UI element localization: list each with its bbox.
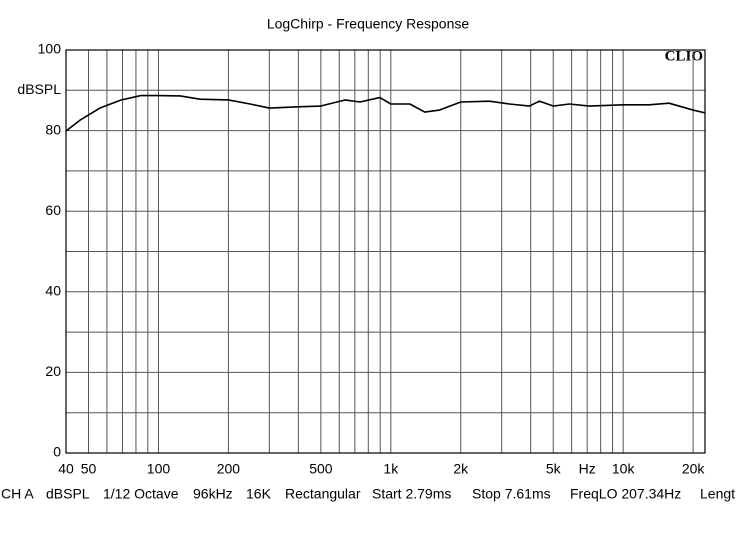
plot-frame [65, 49, 706, 454]
footer-item: Lengt [700, 486, 735, 502]
footer-item: dBSPL [46, 486, 90, 502]
x-tick-label: 500 [309, 461, 333, 477]
footer-item: Stop 7.61ms [472, 486, 551, 502]
footer-item: CH A [1, 486, 34, 502]
footer-item: 1/12 Octave [103, 486, 179, 502]
x-tick-label: 200 [217, 461, 241, 477]
chart-title: LogChirp - Frequency Response [267, 16, 470, 32]
y-tick-label: 0 [53, 444, 61, 460]
response-curve [65, 94, 706, 132]
y-tick-label: 80 [45, 121, 61, 137]
x-tick-label: 1k [383, 461, 399, 477]
footer-item: Start 2.79ms [372, 486, 451, 502]
x-tick-label: 50 [81, 461, 97, 477]
x-tick-label: Hz [579, 461, 596, 477]
x-tick-label: 20k [682, 461, 706, 477]
y-tick-label: 40 [45, 283, 61, 299]
y-tick-label: 60 [45, 202, 61, 218]
y-axis-label: dBSPL [17, 81, 61, 97]
footer-item: FreqLO 207.34Hz [570, 486, 681, 502]
footer-item: 96kHz [193, 486, 233, 502]
footer-item: Rectangular [285, 486, 361, 502]
brand-label: CLIO [665, 48, 703, 64]
x-tick-label: 5k [546, 461, 562, 477]
x-tick-label: 2k [453, 461, 469, 477]
x-tick-label: 40 [58, 461, 74, 477]
y-tick-label: 100 [38, 41, 62, 57]
footer-item: 16K [246, 486, 272, 502]
x-tick-label: 100 [147, 461, 171, 477]
x-tick-label: 10k [612, 461, 636, 477]
y-tick-label: 20 [45, 363, 61, 379]
